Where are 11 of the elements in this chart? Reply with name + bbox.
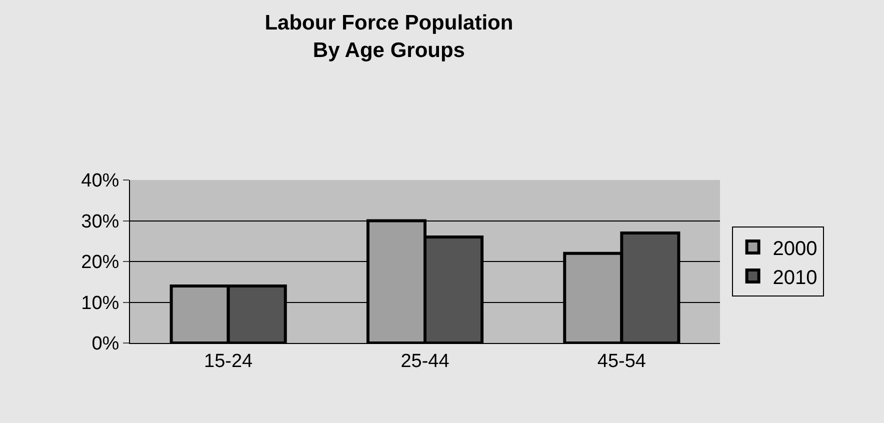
y-tick-label: 20% xyxy=(81,252,120,274)
y-tick-label: 0% xyxy=(92,334,120,355)
y-tick-label: 40% xyxy=(81,170,120,192)
y-tick-label: 30% xyxy=(81,211,120,232)
legend-label: 2010 xyxy=(772,266,818,289)
x-tick-label: 15-24 xyxy=(204,350,254,372)
chart-title: Labour Force Population By Age Groups xyxy=(264,12,514,62)
x-tick-label: 45-54 xyxy=(597,350,646,372)
legend-label: 2000 xyxy=(772,238,818,260)
y-tick-label: 10% xyxy=(81,292,120,314)
x-tick-label: 25-44 xyxy=(400,350,450,372)
